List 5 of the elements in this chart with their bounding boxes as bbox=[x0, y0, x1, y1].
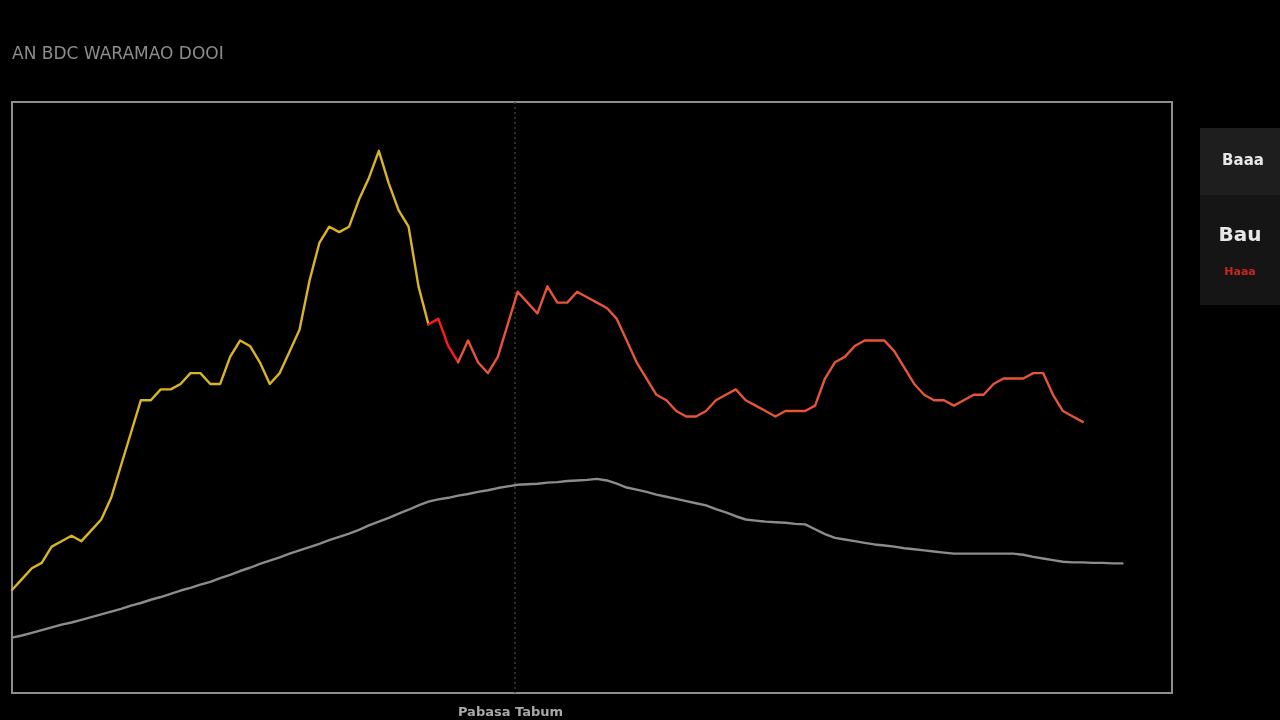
text: Haaa bbox=[1224, 265, 1256, 278]
text: Bau bbox=[1218, 222, 1262, 246]
chart-title: AN BDC WARAMAO DOOI bbox=[12, 43, 224, 64]
x-axis-title: Pabasa Tabum bbox=[457, 703, 564, 719]
text: Baaa bbox=[1222, 151, 1264, 169]
